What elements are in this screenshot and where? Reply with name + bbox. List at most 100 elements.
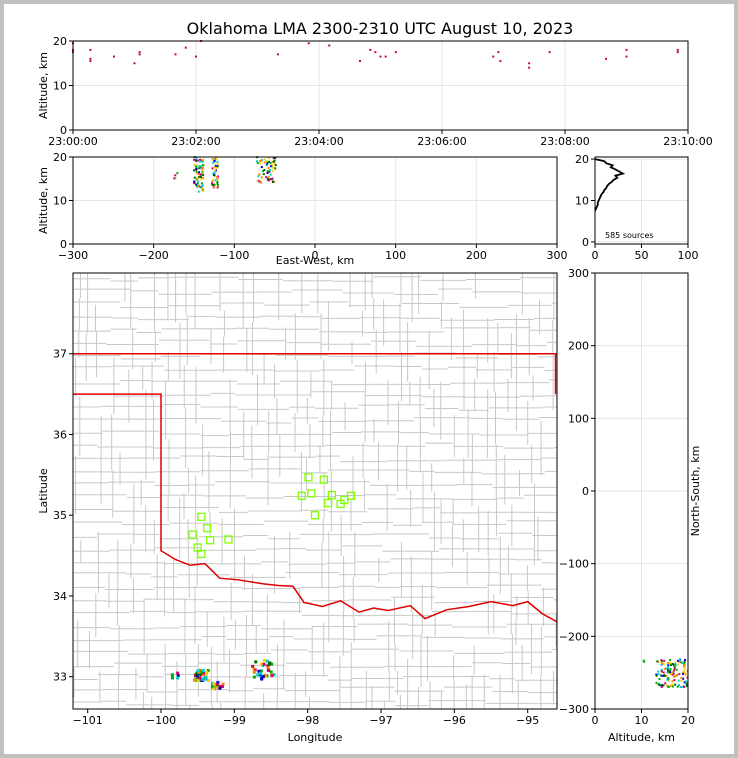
map-source-point: [176, 674, 180, 678]
ns-source-point: [672, 669, 675, 672]
map-source-point: [272, 673, 276, 677]
ew-source-point: [216, 165, 219, 168]
ew-source-point: [260, 159, 263, 162]
map-source-point: [216, 681, 220, 685]
time-source-point: [138, 53, 141, 56]
map-xlabel: Longitude: [288, 731, 343, 744]
map-source-point: [214, 685, 218, 689]
ns-source-point: [659, 684, 662, 687]
ew-source-point: [271, 165, 274, 168]
ew-source-point: [199, 166, 202, 169]
ns-source-point: [663, 667, 666, 670]
map-source-point: [251, 664, 255, 668]
map-source-point: [198, 676, 202, 680]
map-source-point: [266, 668, 270, 672]
map-source-point: [253, 668, 257, 672]
ew-source-point: [260, 166, 263, 169]
hist-axes-frame: [594, 156, 689, 245]
ew-source-point: [213, 169, 216, 172]
map-source-point: [199, 668, 203, 672]
ew-source-point: [269, 178, 272, 181]
ew-source-point: [270, 163, 273, 166]
map-source-point: [256, 673, 260, 677]
ew-tick-label: −200: [139, 249, 169, 262]
lma-station-marker: [188, 530, 197, 539]
map-lon-tick-label: −96: [443, 714, 466, 727]
time-source-point: [676, 51, 679, 54]
ew-source-point: [199, 173, 202, 176]
time-source-point: [359, 60, 361, 63]
ew-source-point: [199, 160, 202, 163]
ns-source-point: [669, 673, 672, 676]
map-source-point: [260, 662, 264, 666]
ns-source-point: [660, 674, 663, 677]
time-source-point: [605, 57, 607, 60]
map-lon-tick-label: −101: [73, 714, 103, 727]
ns-source-point: [656, 683, 659, 686]
ew-source-point: [213, 171, 216, 174]
ns-source-point: [660, 659, 663, 662]
time-source-point: [133, 62, 136, 65]
map-source-point: [196, 669, 200, 673]
ns-source-point: [674, 683, 677, 686]
map-lat-tick-label: 34: [53, 590, 67, 603]
ns-source-point: [662, 662, 665, 665]
ew-source-point: [216, 178, 219, 181]
ew-source-point: [216, 182, 219, 185]
map-source-point: [270, 673, 274, 677]
map-source-point: [194, 672, 198, 676]
ew-source-point: [259, 162, 262, 165]
lma-station-marker: [319, 475, 328, 484]
map-lat-tick-label: 35: [53, 509, 67, 522]
ns-source-point: [661, 660, 664, 663]
ns-xlabel: Altitude, km: [608, 731, 675, 744]
map-source-point: [259, 671, 263, 675]
ns-source-point: [676, 673, 679, 676]
lma-station-marker: [197, 512, 206, 521]
ns-source-point: [682, 677, 685, 680]
ns-source-point: [673, 667, 676, 670]
map-source-point: [204, 677, 208, 681]
ns-source-point: [662, 671, 665, 674]
time-source-point: [328, 44, 331, 47]
time-source-point: [676, 48, 679, 51]
hist-tick-label: 100: [678, 249, 699, 262]
lma-station-marker: [336, 499, 345, 509]
ew-source-point: [265, 176, 268, 179]
ew-source-point: [202, 189, 205, 192]
time-alt-tick-label: 0: [60, 124, 67, 137]
ew-source-point: [211, 167, 214, 170]
ns-source-point: [671, 680, 674, 683]
ew-source-point: [265, 163, 268, 166]
time-source-point: [369, 48, 372, 51]
ns-source-point: [671, 673, 674, 676]
ew-source-point: [198, 171, 201, 174]
ew-source-point: [210, 182, 213, 185]
ns-source-point: [671, 683, 674, 686]
map-source-point: [221, 682, 225, 686]
lma-station-marker: [224, 535, 233, 544]
ns-source-point: [677, 684, 680, 687]
map-source-point: [199, 673, 203, 677]
map-source-point: [170, 673, 174, 677]
ns-source-point: [683, 681, 686, 684]
ew-source-point: [201, 166, 204, 169]
ew-source-point: [198, 165, 201, 168]
time-source-point: [492, 55, 495, 58]
map-source-point: [200, 677, 204, 681]
ns-alt-tick-label: 10: [635, 714, 649, 727]
time-source-point: [89, 60, 92, 63]
ns-source-point: [669, 663, 672, 666]
time-source-point: [374, 51, 377, 54]
map-lon-tick-label: −95: [516, 714, 539, 727]
map-source-point: [252, 675, 256, 679]
map-lat-tick-label: 36: [53, 428, 67, 441]
ew-source-point: [212, 172, 215, 175]
ns-tick-label: 300: [568, 267, 589, 280]
ns-source-point: [661, 674, 664, 677]
ew-source-point: [200, 176, 203, 179]
ns-source-point: [660, 661, 663, 664]
ew-source-point: [212, 161, 215, 164]
map-source-point: [205, 671, 209, 675]
time-source-point: [113, 55, 115, 58]
